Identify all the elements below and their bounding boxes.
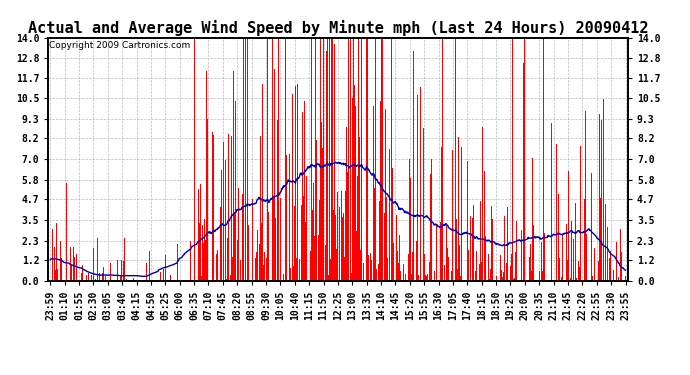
Text: Copyright 2009 Cartronics.com: Copyright 2009 Cartronics.com	[50, 41, 190, 50]
Title: Actual and Average Wind Speed by Minute mph (Last 24 Hours) 20090412: Actual and Average Wind Speed by Minute …	[28, 20, 649, 36]
